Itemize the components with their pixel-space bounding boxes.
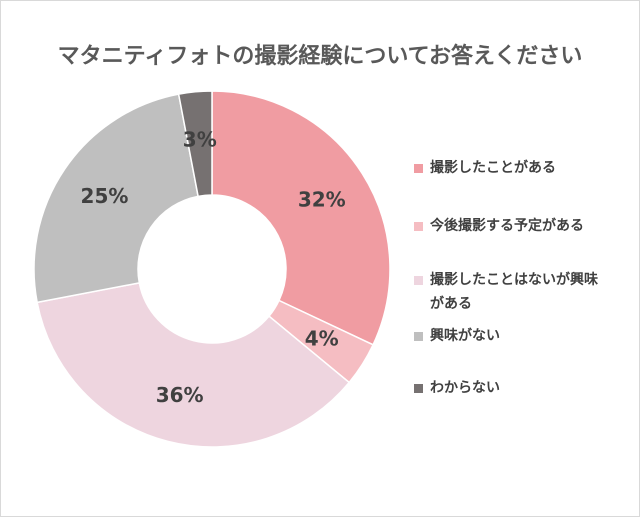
data-label-5: 3%: [183, 128, 217, 152]
data-label-4: 25%: [81, 184, 129, 208]
legend-swatch: [414, 276, 423, 285]
donut-slice-3: [36, 281, 351, 448]
data-label-3: 36%: [156, 383, 204, 407]
legend-swatch: [414, 332, 423, 341]
legend-label: 今後撮影する予定がある: [430, 218, 584, 234]
data-label-2: 4%: [305, 327, 339, 351]
data-label-1: 32%: [298, 187, 346, 211]
legend-label: わからない: [430, 380, 500, 396]
legend-label: 興味がない: [430, 328, 500, 344]
legend-swatch: [414, 164, 423, 173]
chart-title: マタニティフォトの撮影経験についてお答えください: [57, 44, 583, 69]
legend-label: 撮影したことはないが興味がある: [430, 272, 598, 312]
legend-swatch: [414, 384, 423, 393]
donut-slice-4: [33, 93, 200, 304]
donut-slice-5: [177, 90, 213, 198]
legend-label: 撮影したことがある: [430, 160, 556, 176]
legend-swatch: [414, 222, 423, 231]
donut-slice-1: [211, 90, 391, 346]
